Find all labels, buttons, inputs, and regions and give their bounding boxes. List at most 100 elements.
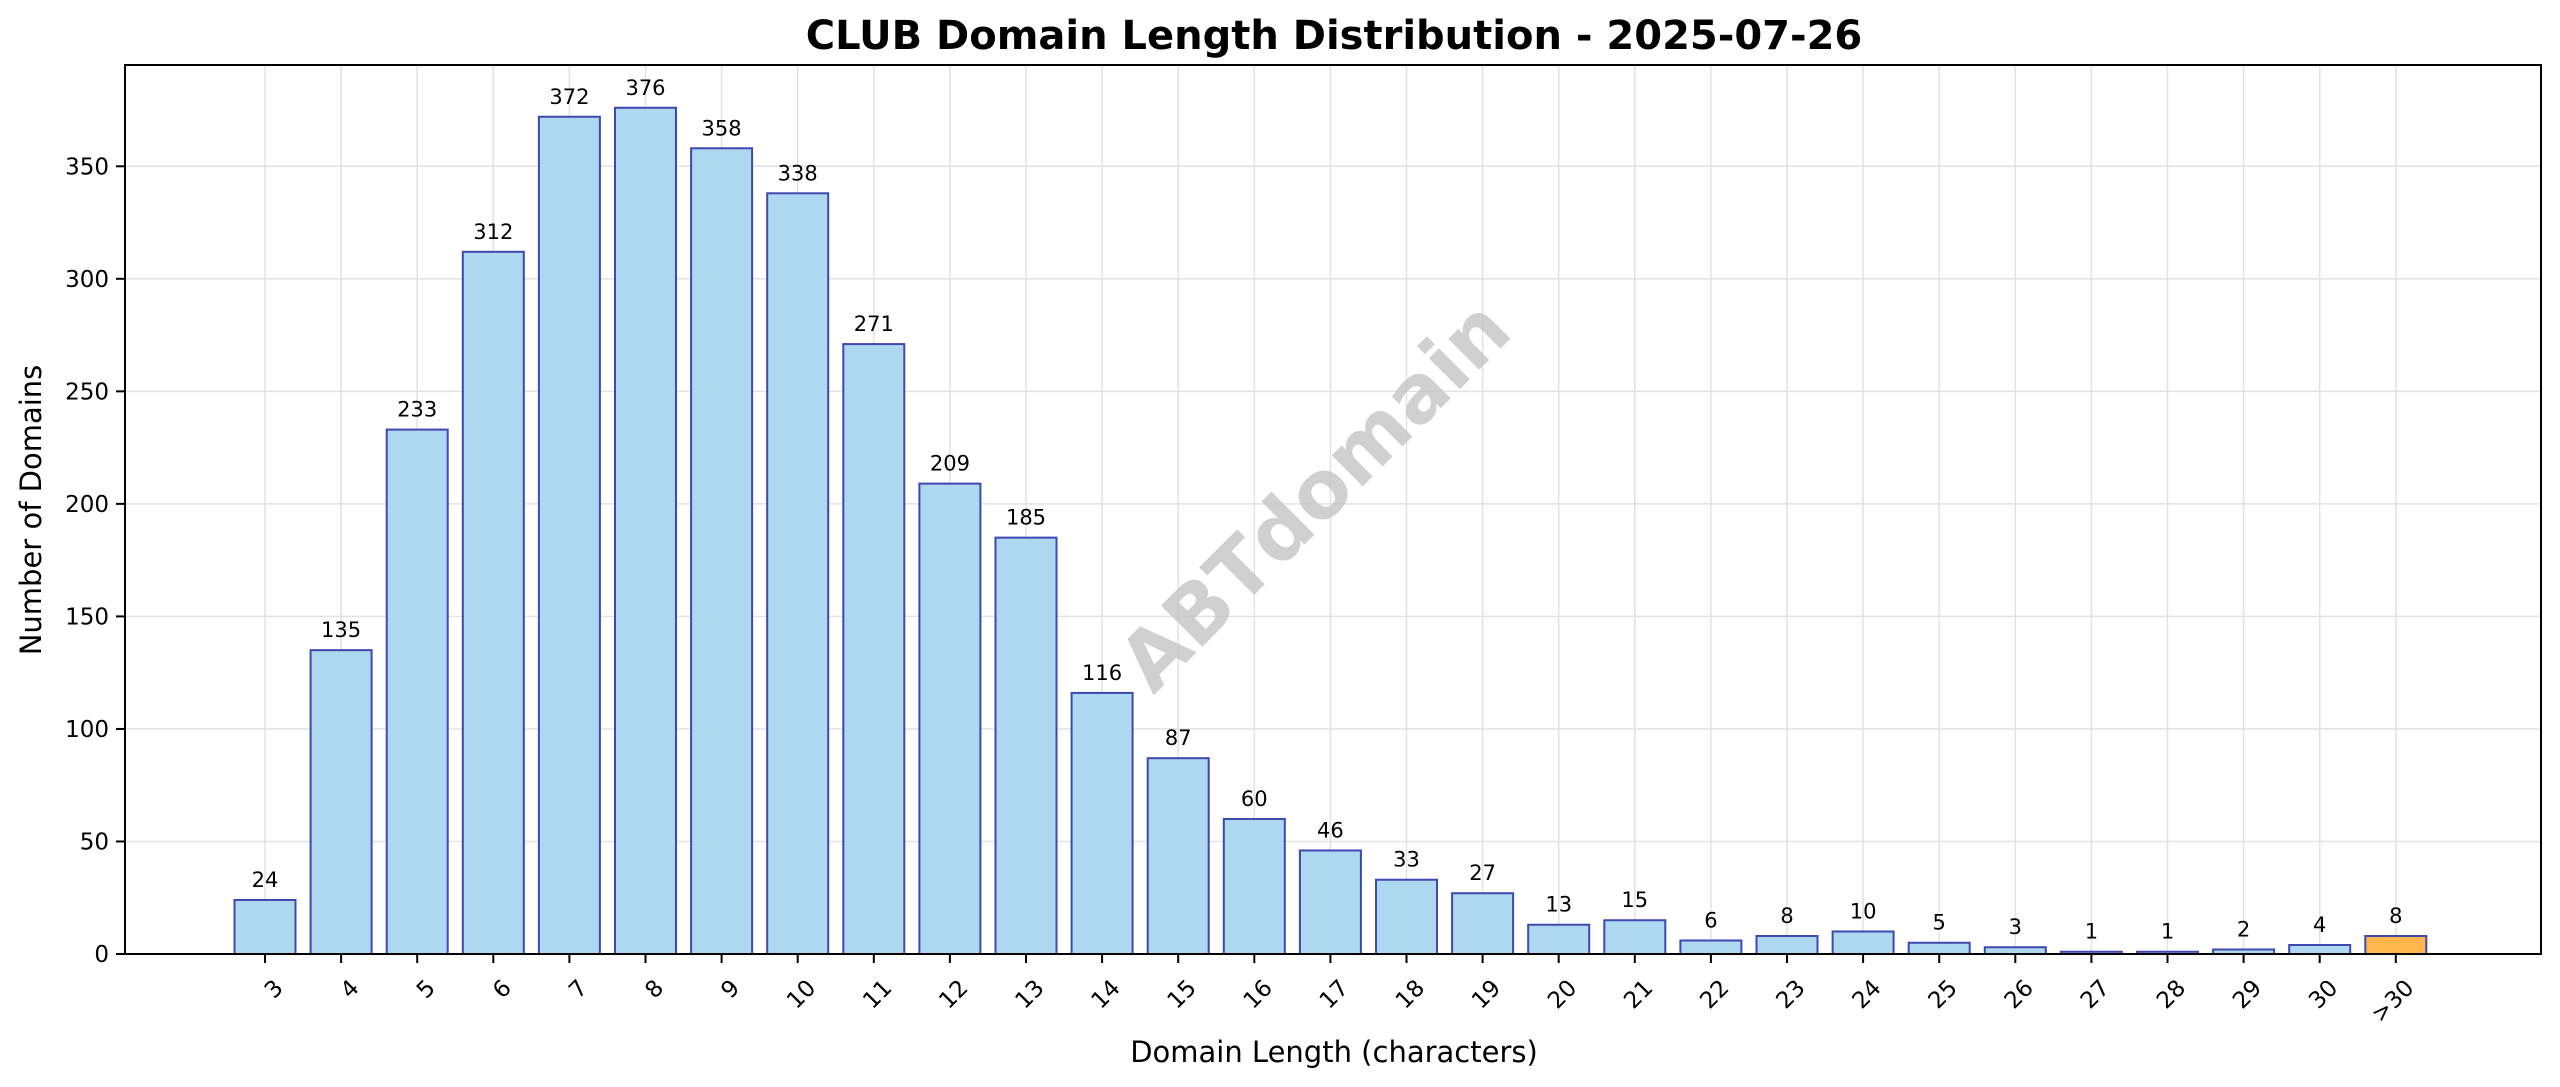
x-tick-label: >30 <box>2367 975 2420 1028</box>
y-tick-label: 350 <box>65 154 109 180</box>
bar-12 <box>918 482 982 955</box>
x-tick-label: 3 <box>260 975 289 1004</box>
data-label: 1 <box>2085 920 2098 944</box>
y-tick-label: 50 <box>80 829 109 855</box>
data-label: 312 <box>473 220 513 244</box>
x-tick-label: 20 <box>1543 975 1582 1014</box>
data-label: 60 <box>1241 787 1268 811</box>
data-label: 10 <box>1850 899 1877 923</box>
data-label: 135 <box>321 618 361 642</box>
x-tick-label: 22 <box>1695 975 1734 1014</box>
bar-17 <box>1298 849 1362 955</box>
bar-30 <box>2288 943 2352 956</box>
x-tick-label: 25 <box>1924 975 1963 1014</box>
data-label: 27 <box>1469 861 1496 885</box>
x-tick-label: 27 <box>2076 975 2115 1014</box>
data-label: 358 <box>702 116 742 140</box>
x-tick-label: 17 <box>1315 975 1354 1014</box>
x-tick-label: 6 <box>488 975 517 1004</box>
y-tick-label: 200 <box>65 492 109 518</box>
x-axis-label: Domain Length (characters) <box>1130 1035 1538 1069</box>
x-tick-label: 24 <box>1848 975 1887 1014</box>
bar-26 <box>1983 946 2047 956</box>
data-label: 4 <box>2313 913 2326 937</box>
x-tick-label: 13 <box>1010 975 1049 1014</box>
x-tick-label: 14 <box>1087 975 1126 1014</box>
bar-3 <box>233 898 297 955</box>
x-tick-label: 15 <box>1163 975 1202 1014</box>
data-label: 233 <box>397 398 437 422</box>
y-tick-label: 250 <box>65 379 109 405</box>
bar-11 <box>842 343 906 955</box>
x-tick-label: 9 <box>716 975 745 1004</box>
bar-24 <box>1831 930 1895 955</box>
data-label: 3 <box>2009 915 2022 939</box>
x-tick-label: 7 <box>564 975 593 1004</box>
bar-20 <box>1527 923 1591 955</box>
data-label: 5 <box>1933 911 1946 935</box>
y-tick-label: 150 <box>65 604 109 630</box>
bar-21 <box>1603 919 1667 955</box>
bar-5 <box>385 428 449 955</box>
x-tick-label: 18 <box>1391 975 1430 1014</box>
bar-10 <box>766 192 830 955</box>
data-label: 1 <box>2161 920 2174 944</box>
bars <box>233 106 2428 956</box>
y-tick-label: 300 <box>65 267 109 293</box>
x-tick-label: 12 <box>934 975 973 1014</box>
x-tick-label: 21 <box>1619 975 1658 1014</box>
bar-18 <box>1375 878 1438 956</box>
data-label: 6 <box>1704 908 1717 932</box>
watermark: ABTdomain <box>1101 282 1528 709</box>
x-tick-label: 8 <box>640 975 669 1004</box>
chart-title: CLUB Domain Length Distribution - 2025-0… <box>806 13 1863 59</box>
x-tick-label: 11 <box>858 975 897 1014</box>
data-label: 33 <box>1393 848 1420 872</box>
data-label: 46 <box>1317 818 1344 842</box>
x-tick-label: 30 <box>2304 975 2343 1014</box>
x-tick-label: 26 <box>2000 975 2039 1014</box>
x-tick-label: 5 <box>412 975 441 1004</box>
data-label: 87 <box>1165 726 1192 750</box>
bar-19 <box>1451 892 1515 955</box>
bar-6 <box>461 250 525 955</box>
bar-4 <box>309 649 373 955</box>
x-tick-label: 4 <box>336 975 365 1004</box>
x-tick-label: 23 <box>1771 975 1810 1014</box>
data-label: 8 <box>1780 904 1793 928</box>
data-label: 271 <box>854 312 894 336</box>
x-tick-label: 29 <box>2228 975 2267 1014</box>
data-label: 338 <box>778 161 818 185</box>
plot-frame <box>124 64 2542 955</box>
bar-22 <box>1679 939 1743 956</box>
y-axis-ticks: 0 50 100 150 200 250 300 350 <box>65 154 125 968</box>
bar-16 <box>1222 817 1286 956</box>
x-tick-label: 28 <box>2152 975 2191 1014</box>
bar-7 <box>537 115 601 955</box>
bar-14 <box>1070 691 1134 955</box>
x-axis-ticks: 3 4 5 6 7 8 9 10 11 12 13 14 15 16 17 18 19 20 21 22 23 24 25 2… <box>260 954 2420 1028</box>
y-tick-label: 0 <box>94 942 109 968</box>
bar-13 <box>994 536 1058 956</box>
data-label: 13 <box>1545 893 1572 917</box>
bar-8 <box>614 106 677 955</box>
x-tick-label: 19 <box>1467 975 1506 1014</box>
data-label: 15 <box>1621 888 1648 912</box>
x-tick-label: 16 <box>1239 975 1278 1014</box>
data-label: 372 <box>549 85 589 109</box>
bar-25 <box>1907 941 1971 955</box>
x-tick-label: 10 <box>782 975 821 1014</box>
bar-23 <box>1755 934 1819 955</box>
data-label: 209 <box>930 452 970 476</box>
bar-9 <box>690 147 754 955</box>
bar-15 <box>1146 757 1210 956</box>
bar->30 <box>2364 934 2428 955</box>
data-label: 24 <box>252 868 279 892</box>
y-tick-label: 100 <box>65 717 109 743</box>
y-axis-label: Number of Domains <box>14 365 48 656</box>
data-label: 2 <box>2237 917 2250 941</box>
data-label: 8 <box>2389 904 2402 928</box>
data-label: 376 <box>625 76 665 100</box>
